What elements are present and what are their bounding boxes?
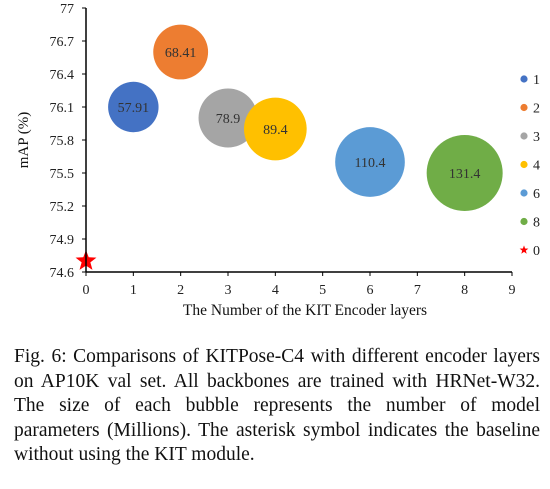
x-tick-label: 8 (461, 283, 468, 298)
legend: 1 2 3 4 6 8 0 (519, 73, 540, 259)
bubble-label-1: 57.91 (118, 101, 150, 116)
bubble-1 (108, 81, 159, 133)
legend-entry-8: 8 (533, 216, 540, 231)
x-tick-label: 7 (414, 283, 421, 298)
legend-entry-4: 4 (533, 159, 540, 174)
y-tick-label: 75.5 (50, 167, 75, 182)
bubble-4 (243, 97, 307, 161)
legend-marker-8 (520, 217, 528, 226)
x-tick-label: 2 (177, 283, 184, 298)
x-tick-label: 1 (130, 283, 137, 298)
bubble-label-4: 89.4 (263, 123, 288, 138)
legend-entry-2: 2 (533, 102, 540, 117)
legend-marker-6 (520, 189, 528, 197)
y-tick-label: 77 (60, 2, 74, 17)
y-tick-label: 74.6 (50, 266, 75, 281)
y-axis-label: mAP (%) (16, 112, 32, 169)
bubble-6 (335, 127, 405, 197)
x-tick-label: 0 (83, 283, 90, 298)
legend-entry-3: 3 (533, 130, 540, 145)
legend-entry-0: 0 (533, 244, 540, 259)
legend-entry-6: 6 (533, 187, 540, 202)
x-tick-label: 3 (225, 283, 232, 298)
y-tick-label: 74.9 (50, 233, 75, 248)
y-tick-label: 75.8 (50, 134, 75, 149)
y-tick-label: 76.1 (50, 101, 75, 116)
x-tick-label: 6 (367, 283, 374, 298)
bubble-chart: 57.91 68.41 78.9 89.4 110.4 131.4 74.6 74.9 75.… (16, 2, 540, 319)
bubble-8 (426, 135, 503, 211)
bubble-label-8: 131.4 (449, 167, 481, 182)
legend-marker-2 (520, 103, 528, 112)
x-tick-labels: 0 1 2 3 4 5 6 7 8 9 (83, 272, 516, 298)
x-tick-label: 4 (272, 283, 279, 298)
x-axis-label: The Number of the KIT Encoder layers (183, 302, 427, 319)
y-tick-label: 76.7 (50, 35, 75, 50)
x-tick-label: 9 (509, 283, 516, 298)
y-tick-label: 75.2 (50, 200, 75, 215)
legend-marker-4 (520, 160, 528, 169)
y-tick-labels: 74.6 74.9 75.2 75.5 75.8 76.1 76.4 76.7 77 (50, 2, 86, 281)
legend-marker-3 (520, 132, 528, 140)
legend-entry-1: 1 (533, 73, 540, 88)
bubble-2 (153, 24, 209, 80)
bubble-3 (198, 88, 258, 148)
y-tick-label: 76.4 (50, 68, 75, 83)
bubble-label-2: 68.41 (165, 46, 197, 61)
x-tick-label: 5 (319, 283, 326, 298)
bubble-layer: 57.91 68.41 78.9 89.4 110.4 131.4 (75, 24, 503, 270)
legend-marker-1 (520, 75, 528, 83)
figure-caption: Fig. 6: Comparisons of KITPose-C4 with d… (14, 346, 540, 466)
bubble-label-6: 110.4 (355, 156, 386, 171)
legend-star-marker (519, 245, 529, 254)
bubble-label-3: 78.9 (216, 112, 241, 127)
